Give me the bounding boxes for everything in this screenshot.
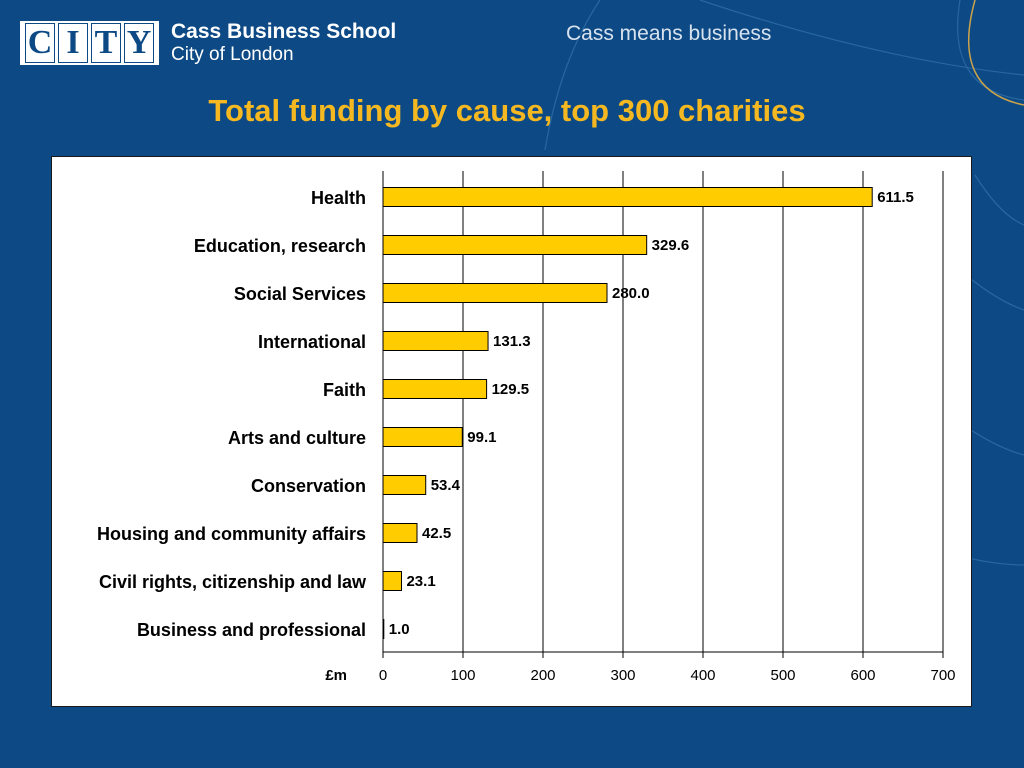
bar xyxy=(382,235,648,255)
bar xyxy=(382,331,489,351)
category-label: International xyxy=(258,332,366,352)
category-label: Civil rights, citizenship and law xyxy=(99,572,367,592)
category-label: Social Services xyxy=(234,284,366,304)
x-tick-label: 600 xyxy=(850,667,875,684)
logo-letter: I xyxy=(58,23,88,63)
school-city: City of London xyxy=(171,44,294,65)
data-label: 329.6 xyxy=(652,237,690,254)
category-label: Health xyxy=(311,188,366,208)
x-tick-label: 100 xyxy=(450,667,475,684)
bar xyxy=(382,475,427,495)
data-label: 131.3 xyxy=(493,333,531,350)
category-label: Housing and community affairs xyxy=(97,524,366,544)
bar xyxy=(382,187,873,207)
category-label: Arts and culture xyxy=(228,428,366,448)
data-label: 1.0 xyxy=(389,621,410,638)
school-name: Cass Business School xyxy=(171,20,397,43)
data-label: 611.5 xyxy=(877,189,914,206)
bar xyxy=(382,427,463,447)
x-tick-label: 400 xyxy=(690,667,715,684)
tagline: Cass means business xyxy=(566,22,772,45)
school-block: Cass Business School City of London xyxy=(171,20,396,66)
x-tick-label: 500 xyxy=(770,667,795,684)
bar xyxy=(382,523,418,543)
category-label: Faith xyxy=(323,380,366,400)
data-label: 53.4 xyxy=(431,477,461,494)
data-label: 23.1 xyxy=(406,573,435,590)
logo-box: C I T Y xyxy=(20,21,159,65)
bar xyxy=(382,619,385,639)
data-label: 280.0 xyxy=(612,285,650,302)
data-label: 42.5 xyxy=(422,525,451,542)
category-label: Business and professional xyxy=(137,620,366,640)
category-label: Conservation xyxy=(251,476,366,496)
chart-title: Total funding by cause, top 300 charitie… xyxy=(208,93,806,128)
chart-panel: 0 100 200 300 400 500 600 700 £m Health 611.5 Educa… xyxy=(51,156,972,707)
data-label: 99.1 xyxy=(467,429,496,446)
data-label: 129.5 xyxy=(492,381,530,398)
x-axis-label: £m xyxy=(325,667,347,684)
logo-letter: T xyxy=(91,23,121,63)
x-tick-label: 0 xyxy=(379,667,387,684)
city-logo: C I T Y Cass Business School City of Lon… xyxy=(20,20,396,66)
x-tick-label: 200 xyxy=(530,667,555,684)
bar-chart: 0 100 200 300 400 500 600 700 £m Health 611.5 Educa… xyxy=(97,171,956,684)
x-tick-label: 300 xyxy=(610,667,635,684)
logo-letter: Y xyxy=(124,23,154,63)
bar xyxy=(382,379,488,399)
bar xyxy=(382,283,608,303)
bar xyxy=(382,571,402,591)
logo-letter: C xyxy=(25,23,55,63)
x-tick-label: 700 xyxy=(930,667,955,684)
category-label: Education, research xyxy=(194,236,366,256)
